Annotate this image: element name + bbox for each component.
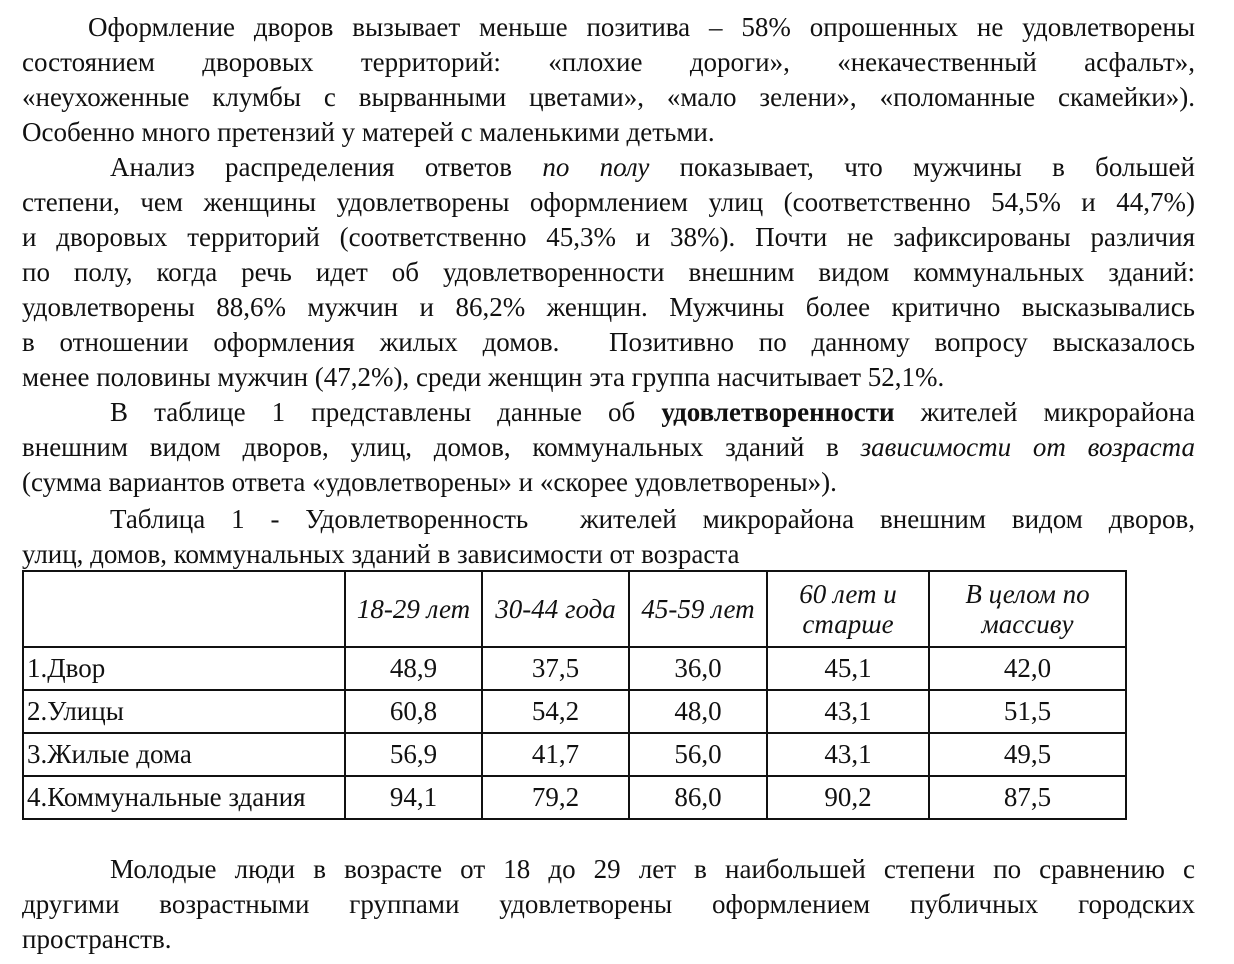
text-line: пространств. (22, 922, 1195, 957)
text-line: по полу, когда речь идет об удовлетворен… (22, 255, 1195, 290)
value-cell: 48,0 (628, 689, 768, 734)
column-header: 18-29 лет (344, 570, 483, 648)
text-line: Анализ распределения ответов по полу пок… (110, 150, 1195, 185)
value-cell: 56,9 (344, 732, 483, 777)
value-cell: 60,8 (344, 689, 483, 734)
text-segment: по полу (542, 152, 650, 182)
text-line: состоянием дворовых территорий: «плохие … (22, 45, 1195, 80)
value-cell: 54,2 (481, 689, 630, 734)
text-line: степени, чем женщины удовлетворены оформ… (22, 185, 1195, 220)
text-segment: Молодые люди в возрасте от 18 до 29 лет … (110, 854, 1195, 884)
value-cell: 37,5 (481, 646, 630, 691)
column-header: 60 лет и старше (766, 570, 930, 648)
text-line: Молодые люди в возрасте от 18 до 29 лет … (110, 852, 1195, 887)
value-cell: 49,5 (928, 732, 1127, 777)
text-segment: другими возрастными группами удовлетворе… (22, 889, 1195, 919)
text-line: (сумма вариантов ответа «удовлетворены» … (22, 465, 1195, 500)
column-header (22, 570, 346, 648)
value-cell: 41,7 (481, 732, 630, 777)
row-label: 2.Улицы (22, 689, 346, 734)
text-segment: (сумма вариантов ответа «удовлетворены» … (22, 467, 837, 497)
text-segment: внешним видом дворов, улиц, домов, комму… (22, 432, 861, 462)
text-segment: Оформление дворов вызывает меньше позити… (88, 12, 1195, 42)
table-row: 3.Жилые дома 56,9 41,7 56,0 43,1 49,5 (22, 732, 1127, 777)
text-segment: Анализ распределения ответов (110, 152, 543, 182)
text-segment: показывает, что мужчины в большей (649, 152, 1195, 182)
value-cell: 48,9 (344, 646, 483, 691)
value-cell: 43,1 (766, 732, 930, 777)
text-line: менее половины мужчин (47,2%), среди жен… (22, 360, 1195, 395)
text-line: и дворовых территорий (соответственно 45… (22, 220, 1195, 255)
text-segment: удовлетворены 88,6% мужчин и 86,2% женщи… (22, 292, 1195, 322)
text-line: Таблица 1 - Удовлетворенность жителей ми… (110, 502, 1195, 537)
text-segment: жителей микрорайона (894, 397, 1195, 427)
text-segment: улиц, домов, коммунальных зданий в завис… (22, 539, 740, 569)
text-line: другими возрастными группами удовлетворе… (22, 887, 1195, 922)
text-segment: Особенно много претензий у матерей с мал… (22, 117, 715, 147)
text-segment: пространств. (22, 924, 172, 954)
row-label: 4.Коммунальные здания (22, 775, 346, 820)
text-segment: степени, чем женщины удовлетворены оформ… (22, 187, 1195, 217)
value-cell: 56,0 (628, 732, 768, 777)
text-line: улиц, домов, коммунальных зданий в завис… (22, 537, 1195, 572)
column-header: В целом по массиву (928, 570, 1127, 648)
text-segment: удовлетворенности (661, 397, 895, 427)
row-label: 3.Жилые дома (22, 732, 346, 777)
table-header-row: 18-29 лет 30-44 года 45-59 лет 60 лет и ста… (22, 570, 1127, 648)
text-segment: Таблица 1 - Удовлетворенность жителей ми… (110, 504, 1195, 534)
text-line: удовлетворены 88,6% мужчин и 86,2% женщи… (22, 290, 1195, 325)
text-segment: по полу, когда речь идет об удовлетворен… (22, 257, 1195, 287)
text-line: внешним видом дворов, улиц, домов, комму… (22, 430, 1195, 465)
value-cell: 36,0 (628, 646, 768, 691)
text-segment: и дворовых территорий (соответственно 45… (22, 222, 1195, 252)
text-line: «неухоженные клумбы с вырванными цветами… (22, 80, 1195, 115)
value-cell: 90,2 (766, 775, 930, 820)
value-cell: 43,1 (766, 689, 930, 734)
column-header: 45-59 лет (628, 570, 768, 648)
table-row: 2.Улицы 60,8 54,2 48,0 43,1 51,5 (22, 689, 1127, 734)
text-line: в отношении оформления жилых домов. Пози… (22, 325, 1195, 360)
table-row: 1.Двор 48,9 37,5 36,0 45,1 42,0 (22, 646, 1127, 691)
text-segment: «неухоженные клумбы с вырванными цветами… (22, 82, 1195, 112)
text-segment: В таблице 1 представлены данные об (110, 397, 662, 427)
value-cell: 45,1 (766, 646, 930, 691)
value-cell: 87,5 (928, 775, 1127, 820)
value-cell: 94,1 (344, 775, 483, 820)
text-segment: зависимости от возраста (860, 432, 1195, 462)
table-row: 4.Коммунальные здания 94,1 79,2 86,0 90,2 87,… (22, 775, 1127, 820)
text-line: Оформление дворов вызывает меньше позити… (88, 10, 1195, 45)
text-segment: менее половины мужчин (47,2%), среди жен… (22, 362, 945, 392)
value-cell: 86,0 (628, 775, 768, 820)
column-header: 30-44 года (481, 570, 630, 648)
text-line: Особенно много претензий у матерей с мал… (22, 115, 1195, 150)
text-line: В таблице 1 представлены данные об удовл… (110, 395, 1195, 430)
value-cell: 51,5 (928, 689, 1127, 734)
text-segment: в отношении оформления жилых домов. Пози… (22, 327, 1195, 357)
value-cell: 79,2 (481, 775, 630, 820)
text-segment: состоянием дворовых территорий: «плохие … (22, 47, 1195, 77)
value-cell: 42,0 (928, 646, 1127, 691)
row-label: 1.Двор (22, 646, 346, 691)
satisfaction-by-age-table: 18-29 лет 30-44 года 45-59 лет 60 лет и ста… (22, 570, 1127, 820)
